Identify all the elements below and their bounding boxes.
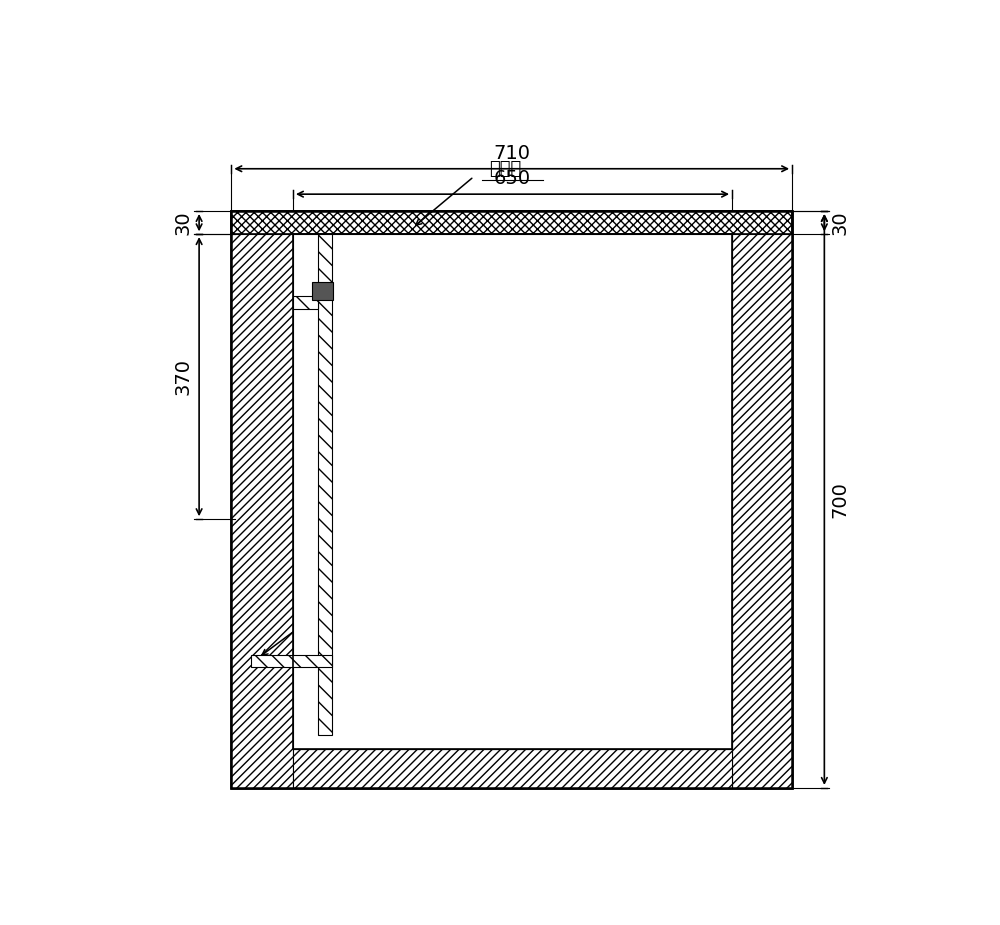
Text: 外齿: 外齿: [428, 267, 449, 286]
Bar: [318, 234, 332, 734]
Text: 基础内预埋板: 基础内预埋板: [412, 523, 477, 540]
Text: 轨道板: 轨道板: [424, 360, 456, 378]
Text: 370×150×16: 370×150×16: [412, 554, 534, 573]
Bar: [231, 211, 792, 234]
Bar: [732, 211, 792, 788]
Bar: [231, 211, 792, 788]
Text: 30: 30: [174, 210, 193, 235]
Text: 710: 710: [493, 143, 530, 163]
Text: 370: 370: [174, 358, 193, 395]
Bar: [231, 211, 792, 788]
Bar: [231, 211, 792, 234]
Text: 700: 700: [831, 481, 850, 518]
Bar: [251, 656, 332, 667]
Text: 木盖板: 木盖板: [489, 160, 521, 178]
Bar: [293, 234, 732, 749]
Bar: [293, 749, 732, 788]
Bar: [293, 234, 732, 749]
Bar: [231, 211, 293, 788]
Bar: [312, 282, 333, 300]
Text: 650: 650: [494, 169, 531, 188]
Text: 30: 30: [831, 210, 850, 235]
Bar: [293, 296, 318, 309]
Text: 垂块: 垂块: [424, 452, 445, 470]
